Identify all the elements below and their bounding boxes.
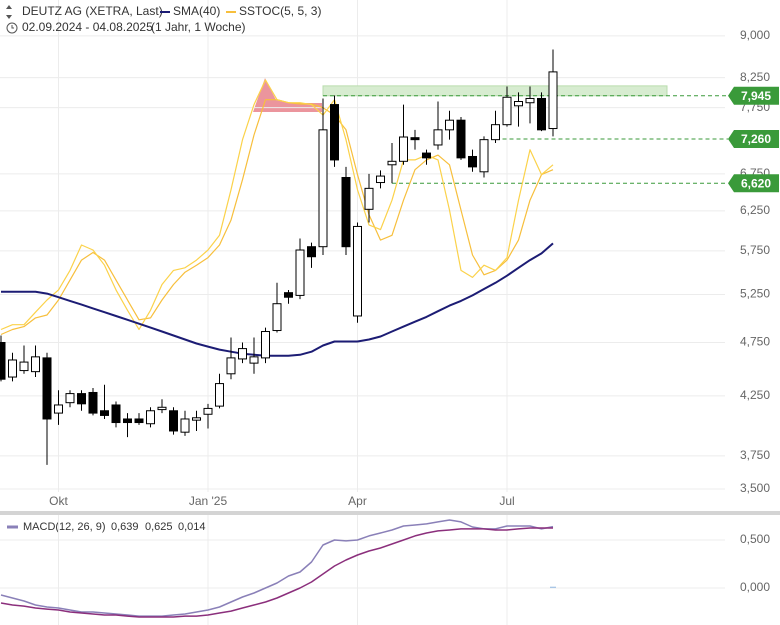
period: (1 Jahr, 1 Woche) (151, 20, 246, 34)
candle-body (491, 124, 500, 141)
stoch-k-line (0, 79, 554, 331)
legend-entry: SSTOC(5, 5, 3) (239, 4, 321, 18)
sort-icon (6, 5, 12, 19)
candle-body (468, 155, 477, 168)
macd-line (0, 527, 553, 618)
candle-body (422, 152, 431, 159)
header: DEUTZ AG (XETRA, Last) SMA(40) SSTOC(5, … (6, 4, 321, 34)
y-tick-label: 5,250 (740, 287, 770, 301)
y-tick-label: 5,750 (740, 243, 770, 257)
legend-entry: MACD(12, 26, 9) (23, 521, 106, 533)
date-range: 02.09.2024 - 04.08.2025 (22, 20, 153, 34)
macd-tick-label: 0,000 (740, 580, 770, 594)
y-tick-label: 8,250 (740, 70, 770, 84)
candle-body (134, 418, 144, 424)
candle-body (261, 331, 270, 359)
macd-value: 0,639 (111, 521, 139, 533)
y-tick-label: 3,750 (740, 448, 770, 462)
candle-body (353, 225, 362, 317)
level-label: 7,945 (741, 89, 771, 103)
candle-body (226, 357, 236, 375)
candle-body (249, 356, 259, 364)
macd-tick-label: 0,500 (740, 532, 770, 546)
candle-body (364, 187, 374, 210)
candle-body (42, 357, 52, 420)
x-tick-label: Jan '25 (189, 494, 228, 508)
x-tick-label: Apr (348, 494, 367, 508)
candle-body (54, 404, 63, 414)
candle-body (203, 407, 213, 415)
level-box (728, 86, 779, 105)
candle-body (514, 101, 523, 107)
candle-body (456, 119, 466, 159)
candle-body (525, 97, 535, 104)
candle-body (341, 176, 351, 248)
x-tick-label: Okt (49, 494, 68, 508)
candle-body (307, 246, 316, 258)
candle-body (399, 136, 408, 162)
candle-body (111, 404, 121, 424)
candle-body (548, 71, 558, 130)
candle-body (180, 418, 190, 433)
candle-body (123, 418, 132, 424)
candle-body (330, 104, 339, 161)
candle-body (433, 129, 443, 146)
macd-legend: MACD(12, 26, 9) 0,639 0,625 0,014 (7, 521, 206, 533)
level-label: 6,620 (741, 176, 771, 190)
candle-body (445, 119, 454, 131)
y-tick-label: 4,750 (740, 335, 770, 349)
candle-body (31, 356, 40, 373)
candle-body (88, 391, 98, 414)
candle-body (238, 348, 247, 360)
candle-body (410, 137, 420, 141)
candle-body (479, 139, 489, 173)
candle-body (146, 410, 155, 425)
candle-body (295, 249, 305, 296)
candle-body (215, 383, 224, 407)
candle-body (169, 410, 178, 432)
candle-body (0, 341, 6, 380)
y-tick-label: 4,250 (740, 388, 770, 402)
candle-body (192, 417, 201, 421)
candle-body (157, 406, 167, 411)
x-tick-label: Jul (499, 494, 514, 508)
candle-body (318, 129, 328, 248)
resistance-zone (322, 85, 668, 97)
candle-body (537, 97, 546, 131)
sma-line (1, 242, 554, 357)
macd-line (0, 519, 554, 617)
candle-body (502, 96, 512, 126)
histogram-value: 0,014 (178, 521, 206, 533)
candle-body (272, 303, 282, 332)
candle-body (77, 393, 86, 405)
y-tick-label: 9,000 (740, 28, 770, 42)
signal-value: 0,625 (145, 521, 173, 533)
y-tick-label: 6,250 (740, 203, 770, 217)
candle-body (284, 292, 293, 298)
level-box (728, 174, 779, 193)
macd-histogram-bar (550, 586, 556, 589)
candle-body (100, 410, 109, 416)
clock-icon (6, 22, 18, 34)
level-label: 7,260 (741, 132, 771, 146)
y-tick-label: 3,500 (740, 481, 770, 495)
clock-hand (11, 25, 14, 29)
candle-body (65, 393, 75, 404)
level-box (728, 129, 779, 148)
candle-body (19, 361, 29, 372)
candle-body (387, 160, 397, 166)
candle-body (376, 175, 385, 184)
legend-entry: SMA(40) (173, 4, 220, 18)
chart-title: DEUTZ AG (XETRA, Last) (22, 4, 163, 18)
candle-body (8, 359, 17, 378)
panel-separator (0, 511, 780, 515)
